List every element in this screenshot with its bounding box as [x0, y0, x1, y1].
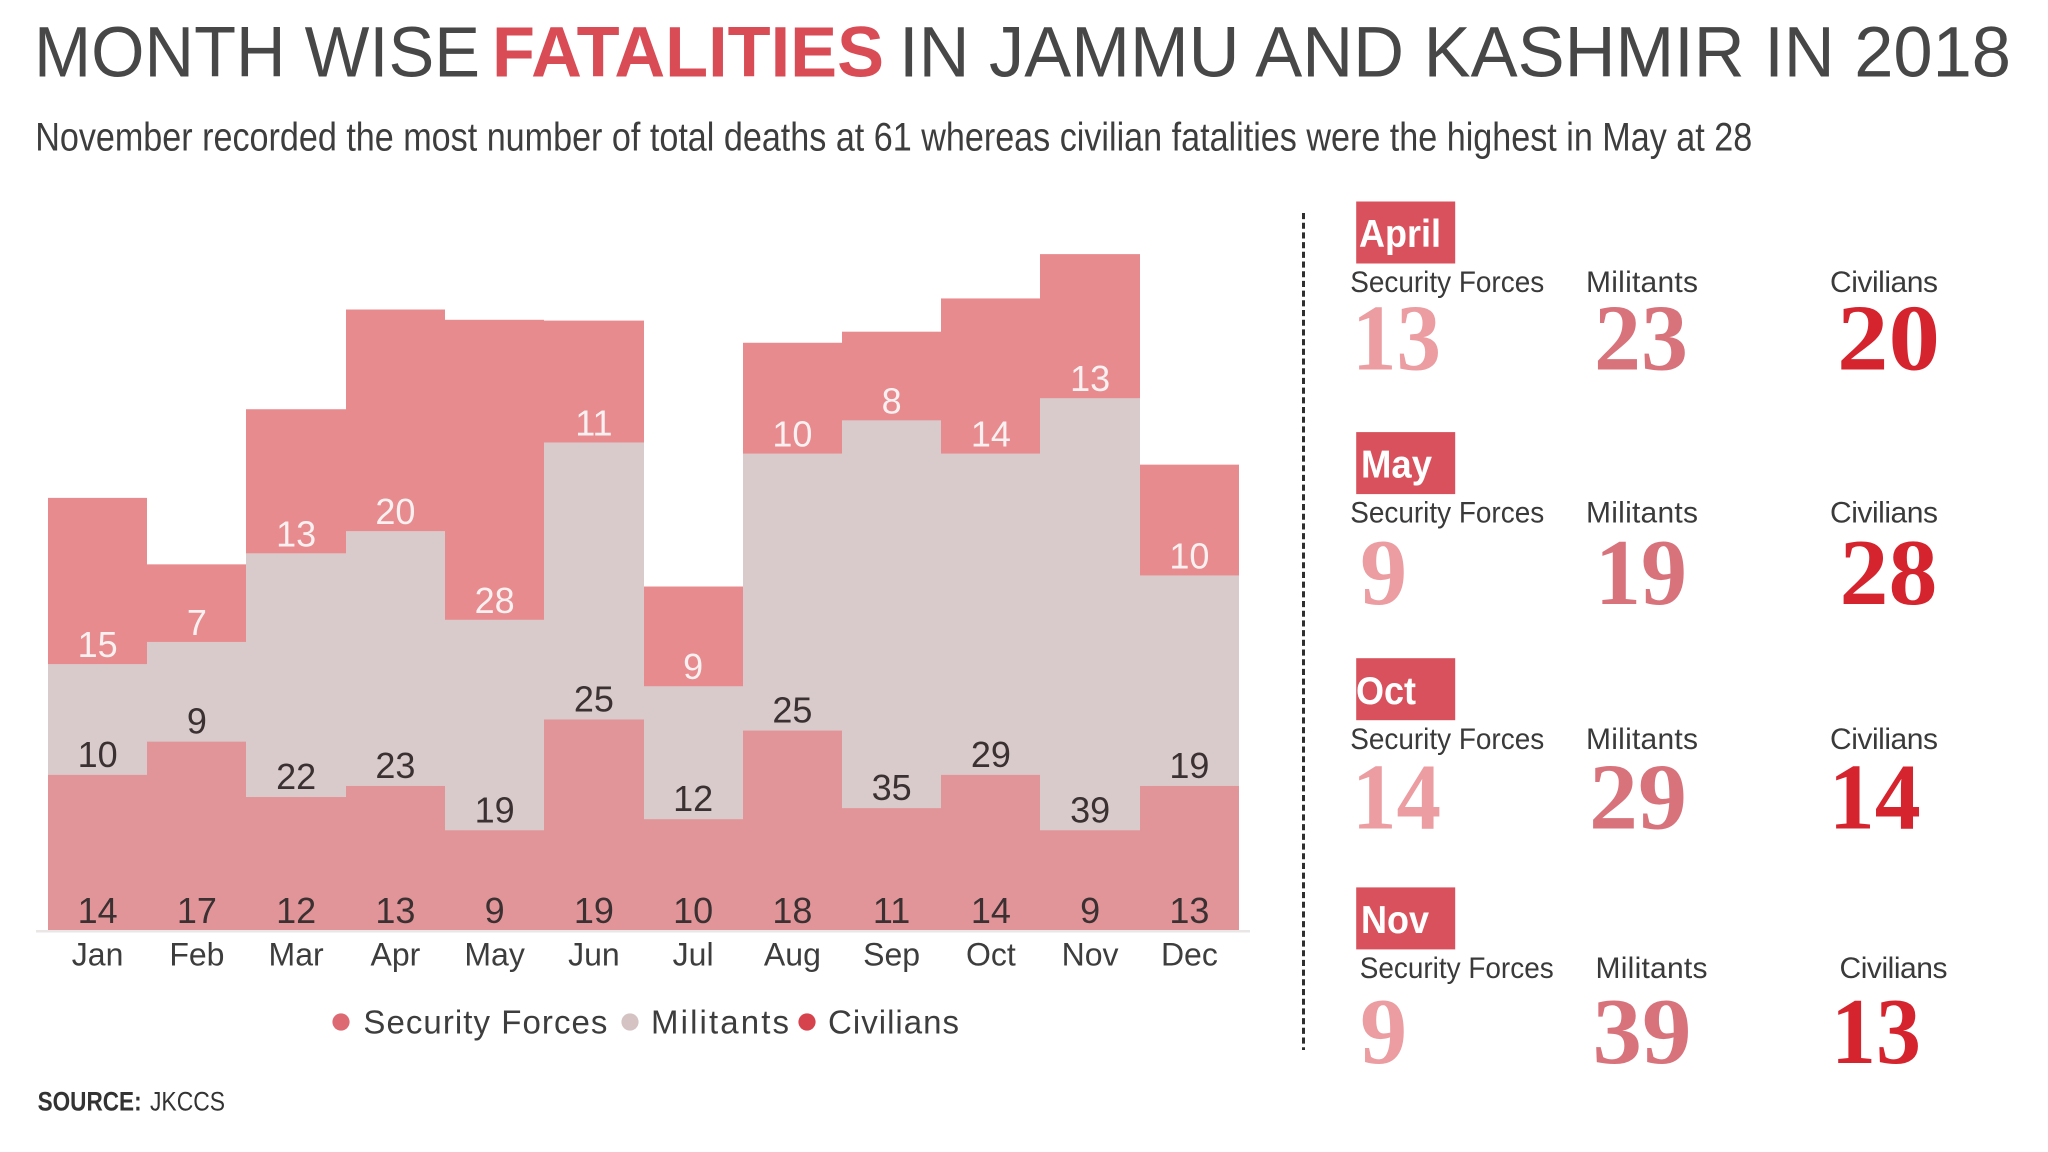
- svg-text:39: 39: [1070, 789, 1110, 830]
- svg-text:28: 28: [1840, 521, 1938, 625]
- svg-text:9: 9: [485, 890, 505, 931]
- svg-text:10: 10: [772, 414, 812, 455]
- svg-text:12: 12: [276, 890, 316, 931]
- svg-text:11: 11: [575, 403, 612, 444]
- svg-text:MONTH WISE: MONTH WISE: [34, 14, 480, 93]
- svg-text:10: 10: [673, 890, 713, 931]
- svg-text:Civilians: Civilians: [1830, 723, 1938, 756]
- svg-text:9: 9: [1360, 980, 1407, 1084]
- svg-text:13: 13: [1070, 358, 1110, 399]
- svg-text:9: 9: [1360, 521, 1407, 625]
- svg-text:25: 25: [772, 690, 812, 731]
- svg-text:May: May: [1361, 444, 1432, 487]
- svg-text:Militants: Militants: [1586, 497, 1698, 530]
- svg-text:13: 13: [1352, 286, 1441, 390]
- svg-text:Oct: Oct: [966, 937, 1016, 973]
- svg-text:9: 9: [1080, 890, 1100, 931]
- svg-text:Militants: Militants: [651, 1004, 789, 1041]
- svg-text:May: May: [464, 937, 524, 973]
- svg-text:Mar: Mar: [269, 937, 324, 973]
- svg-text:14: 14: [78, 890, 118, 931]
- svg-text:Oct: Oct: [1356, 670, 1416, 713]
- svg-text:13: 13: [375, 890, 415, 931]
- svg-text:Security Forces: Security Forces: [1360, 952, 1554, 985]
- svg-text:Civilians: Civilians: [1840, 952, 1948, 985]
- svg-text:Civilians: Civilians: [1830, 266, 1938, 299]
- svg-text:20: 20: [1837, 286, 1940, 390]
- svg-text:Security Forces: Security Forces: [1350, 723, 1544, 756]
- svg-text:15: 15: [78, 624, 118, 665]
- svg-text:Apr: Apr: [371, 937, 421, 973]
- svg-text:Security Forces: Security Forces: [363, 1004, 607, 1041]
- svg-text:7: 7: [187, 602, 207, 643]
- svg-text:17: 17: [177, 890, 217, 931]
- svg-text:Sep: Sep: [863, 937, 920, 973]
- svg-text:Jan: Jan: [72, 937, 124, 973]
- svg-text:10: 10: [78, 734, 118, 775]
- svg-text:28: 28: [475, 580, 515, 621]
- svg-text:Jun: Jun: [568, 937, 620, 973]
- svg-text:Aug: Aug: [764, 937, 821, 973]
- svg-text:14: 14: [1352, 746, 1441, 850]
- svg-text:20: 20: [375, 491, 415, 532]
- svg-text:Jul: Jul: [673, 937, 714, 973]
- svg-text:8: 8: [882, 380, 902, 421]
- svg-text:Security Forces: Security Forces: [1350, 266, 1544, 299]
- svg-text:23: 23: [375, 745, 415, 786]
- svg-text:SOURCE:: SOURCE:: [38, 1086, 142, 1116]
- svg-text:13: 13: [1831, 980, 1921, 1084]
- svg-text:19: 19: [1169, 745, 1209, 786]
- svg-text:Militants: Militants: [1586, 723, 1698, 756]
- svg-text:14: 14: [1829, 746, 1921, 850]
- svg-text:Civilians: Civilians: [1830, 497, 1938, 530]
- svg-text:Dec: Dec: [1161, 937, 1218, 973]
- svg-text:35: 35: [872, 767, 912, 808]
- svg-text:13: 13: [1169, 890, 1209, 931]
- svg-text:12: 12: [673, 778, 713, 819]
- svg-text:November recorded the most num: November recorded the most number of tot…: [35, 115, 1752, 159]
- svg-text:14: 14: [971, 414, 1011, 455]
- svg-text:Nov: Nov: [1062, 937, 1119, 973]
- svg-text:29: 29: [971, 734, 1011, 775]
- svg-text:9: 9: [187, 701, 207, 742]
- svg-text:13: 13: [276, 513, 316, 554]
- svg-text:Civilians: Civilians: [828, 1004, 959, 1041]
- svg-text:22: 22: [276, 756, 316, 797]
- svg-text:18: 18: [772, 890, 812, 931]
- svg-text:April: April: [1359, 213, 1441, 256]
- svg-text:25: 25: [574, 679, 614, 720]
- svg-text:23: 23: [1594, 286, 1688, 390]
- svg-text:14: 14: [971, 890, 1011, 931]
- svg-text:10: 10: [1169, 535, 1209, 576]
- svg-text:IN JAMMU AND KASHMIR IN 2018: IN JAMMU AND KASHMIR IN 2018: [899, 14, 2011, 93]
- svg-text:19: 19: [475, 789, 515, 830]
- svg-text:Feb: Feb: [169, 937, 224, 973]
- svg-text:19: 19: [1595, 521, 1687, 625]
- svg-text:19: 19: [574, 890, 614, 931]
- svg-text:Militants: Militants: [1596, 952, 1708, 985]
- svg-text:39: 39: [1593, 980, 1692, 1084]
- svg-text:FATALITIES: FATALITIES: [492, 14, 884, 93]
- svg-text:Nov: Nov: [1361, 899, 1429, 942]
- svg-text:11: 11: [873, 890, 910, 931]
- svg-text:Security Forces: Security Forces: [1350, 497, 1544, 530]
- svg-text:JKCCS: JKCCS: [150, 1086, 225, 1116]
- svg-text:Militants: Militants: [1586, 266, 1698, 299]
- svg-text:29: 29: [1589, 746, 1687, 850]
- svg-text:9: 9: [683, 646, 703, 687]
